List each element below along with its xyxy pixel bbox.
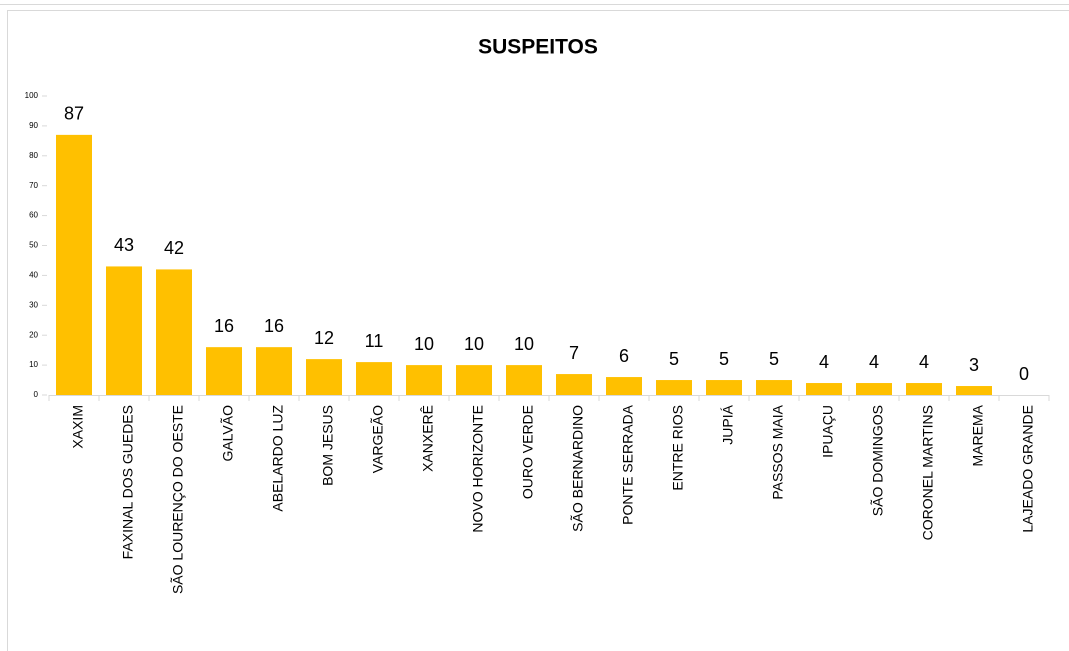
bar (406, 365, 442, 395)
data-label: 3 (969, 355, 979, 375)
x-tick-label: SÃO BERNARDINO (570, 405, 586, 532)
x-tick-label: BOM JESUS (320, 405, 336, 486)
data-label: 10 (514, 334, 534, 354)
y-tick-label: 50 (29, 241, 38, 250)
bar (206, 347, 242, 395)
y-tick-label: 90 (29, 121, 38, 130)
y-tick-label: 20 (29, 330, 38, 339)
x-tick-label: ENTRE RIOS (670, 405, 686, 491)
x-tick-label: ABELARDO LUZ (270, 405, 286, 512)
y-tick-label: 30 (29, 300, 38, 309)
data-label: 7 (569, 343, 579, 363)
x-tick-label: JUPIÁ (720, 404, 736, 444)
x-tick-label: CORONEL MARTINS (920, 405, 936, 540)
y-tick-label: 70 (29, 181, 38, 190)
data-label: 11 (365, 331, 384, 351)
x-tick-label: IPUAÇU (820, 405, 836, 458)
data-label: 4 (819, 352, 829, 372)
y-tick-label: 0 (34, 390, 39, 399)
y-tick-label: 40 (29, 271, 38, 280)
x-tick-label: VARGEÃO (370, 405, 386, 473)
chart-title: SUSPEITOS (478, 36, 598, 59)
bar (656, 380, 692, 395)
bar (856, 383, 892, 395)
bar (606, 377, 642, 395)
data-label: 16 (214, 316, 234, 336)
bar (256, 347, 292, 395)
x-tick-label: GALVÃO (220, 405, 236, 462)
data-label: 10 (414, 334, 434, 354)
data-label: 5 (669, 349, 679, 369)
data-label: 43 (114, 235, 134, 255)
bar (356, 362, 392, 395)
x-tick-label: SÃO DOMINGOS (870, 405, 886, 516)
bar (906, 383, 942, 395)
y-tick-label: 80 (29, 151, 38, 160)
bar (706, 380, 742, 395)
data-label: 4 (869, 352, 879, 372)
data-label: 42 (164, 238, 184, 258)
x-tick-label: NOVO HORIZONTE (470, 405, 486, 533)
x-tick-label: XANXERÊ (420, 405, 436, 472)
data-label: 16 (264, 316, 284, 336)
x-tick-label: LAJEADO GRANDE (1020, 405, 1036, 533)
data-label: 12 (314, 328, 334, 348)
x-tick-label: SÃO LOURENÇO DO OESTE (170, 405, 186, 594)
bar (456, 365, 492, 395)
data-label: 6 (619, 346, 629, 366)
data-label: 5 (769, 349, 779, 369)
bar (956, 386, 992, 395)
data-label: 0 (1019, 364, 1029, 384)
y-tick-label: 10 (29, 360, 38, 369)
data-label: 5 (719, 349, 729, 369)
x-tick-label: XAXIM (70, 405, 86, 449)
bar (556, 374, 592, 395)
data-label: 4 (919, 352, 929, 372)
x-tick-label: PASSOS MAIA (770, 404, 786, 499)
x-tick-label: FAXINAL DOS GUEDES (120, 405, 136, 559)
x-tick-label: MAREMA (970, 404, 986, 466)
bar (506, 365, 542, 395)
bar (106, 266, 142, 395)
data-label: 87 (64, 104, 84, 124)
bar (56, 134, 92, 395)
data-label: 10 (464, 334, 484, 354)
bar (756, 380, 792, 395)
x-tick-label: OURO VERDE (520, 405, 536, 499)
bar (306, 359, 342, 395)
y-tick-label: 60 (29, 211, 38, 220)
bar (806, 383, 842, 395)
x-tick-label: PONTE SERRADA (620, 404, 636, 524)
y-tick-label: 100 (25, 91, 39, 100)
bar (156, 269, 192, 395)
